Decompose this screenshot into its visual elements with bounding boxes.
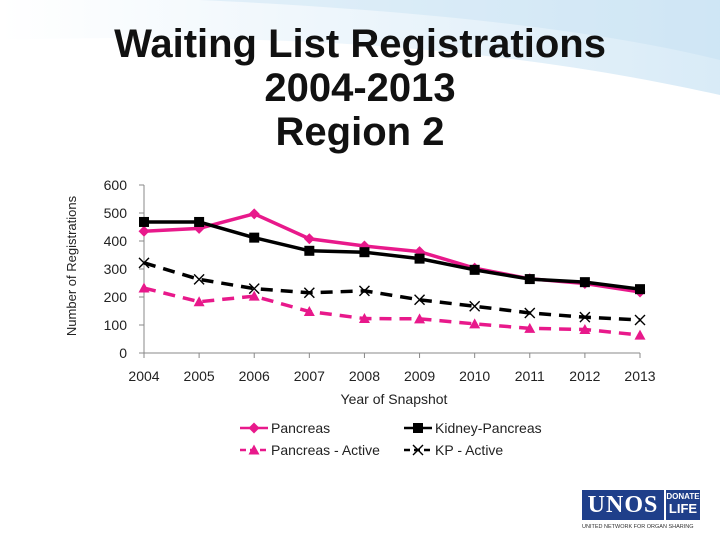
data-point-kidney-pancreas (414, 253, 425, 264)
data-point-kp-active (469, 300, 481, 312)
legend-marker-kidney-pancreas (413, 423, 423, 433)
data-point-kp-active (414, 294, 426, 306)
data-point-kidney-pancreas (469, 264, 480, 275)
y-tick-label: 200 (104, 289, 128, 305)
data-point-pancreas-active (469, 318, 481, 329)
data-point-kidney-pancreas (635, 284, 645, 295)
x-tick-label: 2013 (624, 368, 655, 384)
title-line-2: 2004-2013 (264, 66, 456, 110)
y-tick-label: 100 (104, 317, 128, 333)
data-point-pancreas-active (303, 306, 315, 317)
data-point-kp-active (358, 285, 370, 297)
data-point-pancreas (138, 225, 150, 237)
legend-marker-kp-active (412, 444, 424, 456)
legend-marker-pancreas (248, 422, 260, 434)
legend-label-kp-active: KP - Active (435, 442, 503, 458)
data-point-pancreas-active (524, 322, 536, 333)
logo-life-text: LIFE (668, 501, 698, 516)
series-line-kidney-pancreas (144, 220, 641, 291)
legend-label-kidney-pancreas: Kidney-Pancreas (435, 420, 542, 436)
x-tick-label: 2010 (459, 368, 490, 384)
unos-logo: UNOS DONATE LIFE UNITED NETWORK FOR ORGA… (582, 490, 712, 536)
legend-label-pancreas: Pancreas (271, 420, 330, 436)
y-tick-label: 400 (104, 233, 128, 249)
x-tick-label: 2011 (515, 368, 545, 384)
x-tick-label: 2006 (239, 368, 270, 384)
data-point-kidney-pancreas (194, 216, 205, 227)
header-wave-background (0, 0, 720, 95)
data-point-kp-active (193, 273, 205, 285)
legend-label-pancreas-active: Pancreas - Active (271, 442, 380, 458)
data-point-kidney-pancreas (579, 277, 590, 288)
y-tick-label: 600 (104, 177, 128, 193)
data-point-pancreas (414, 246, 426, 258)
y-axis-label: Number of Registrations (64, 195, 79, 336)
data-point-pancreas-active (358, 313, 370, 324)
logo-donate-life: DONATE LIFE (666, 490, 700, 520)
x-tick-label: 2004 (128, 368, 159, 384)
data-point-kp-active (138, 257, 150, 269)
x-tick-label: 2005 (184, 368, 215, 384)
y-tick-label: 500 (104, 205, 128, 221)
data-point-kp-active (634, 314, 646, 326)
chart-title: Waiting List Registrations 2004-2013 Reg… (0, 22, 720, 154)
x-tick-label: 2007 (294, 368, 325, 384)
data-point-pancreas (303, 233, 315, 245)
y-tick-label: 300 (104, 261, 128, 277)
x-axis-label: Year of Snapshot (341, 391, 448, 407)
logo-wordmark: UNOS (582, 490, 664, 520)
data-point-kp-active (248, 283, 260, 295)
data-point-kidney-pancreas (249, 232, 260, 243)
x-tick-label: 2009 (404, 368, 435, 384)
data-point-pancreas-active (634, 329, 646, 340)
data-point-kp-active (524, 307, 536, 319)
data-point-kidney-pancreas (139, 216, 149, 227)
series-line-kp-active (143, 261, 641, 322)
data-point-kidney-pancreas (359, 247, 370, 258)
series-line-pancreas-active (143, 286, 641, 337)
x-tick-label: 2012 (569, 368, 600, 384)
x-tick-label: 2008 (349, 368, 380, 384)
data-point-pancreas-active (579, 323, 591, 334)
title-line-1: Waiting List Registrations (114, 22, 606, 66)
data-point-kidney-pancreas (524, 274, 535, 285)
legend-marker-pancreas-active (248, 444, 260, 455)
data-point-pancreas-active (138, 282, 150, 293)
data-point-kidney-pancreas (304, 245, 315, 256)
data-point-pancreas-active (414, 313, 426, 324)
title-line-3: Region 2 (275, 110, 445, 154)
data-point-kp-active (303, 287, 315, 299)
data-point-pancreas (248, 208, 260, 220)
data-point-pancreas-active (193, 296, 205, 307)
logo-donate-text: DONATE (666, 492, 700, 501)
logo-tagline: UNITED NETWORK FOR ORGAN SHARING (582, 524, 694, 530)
data-point-kp-active (579, 311, 591, 323)
data-point-pancreas-active (248, 290, 260, 301)
y-tick-label: 0 (119, 345, 127, 361)
